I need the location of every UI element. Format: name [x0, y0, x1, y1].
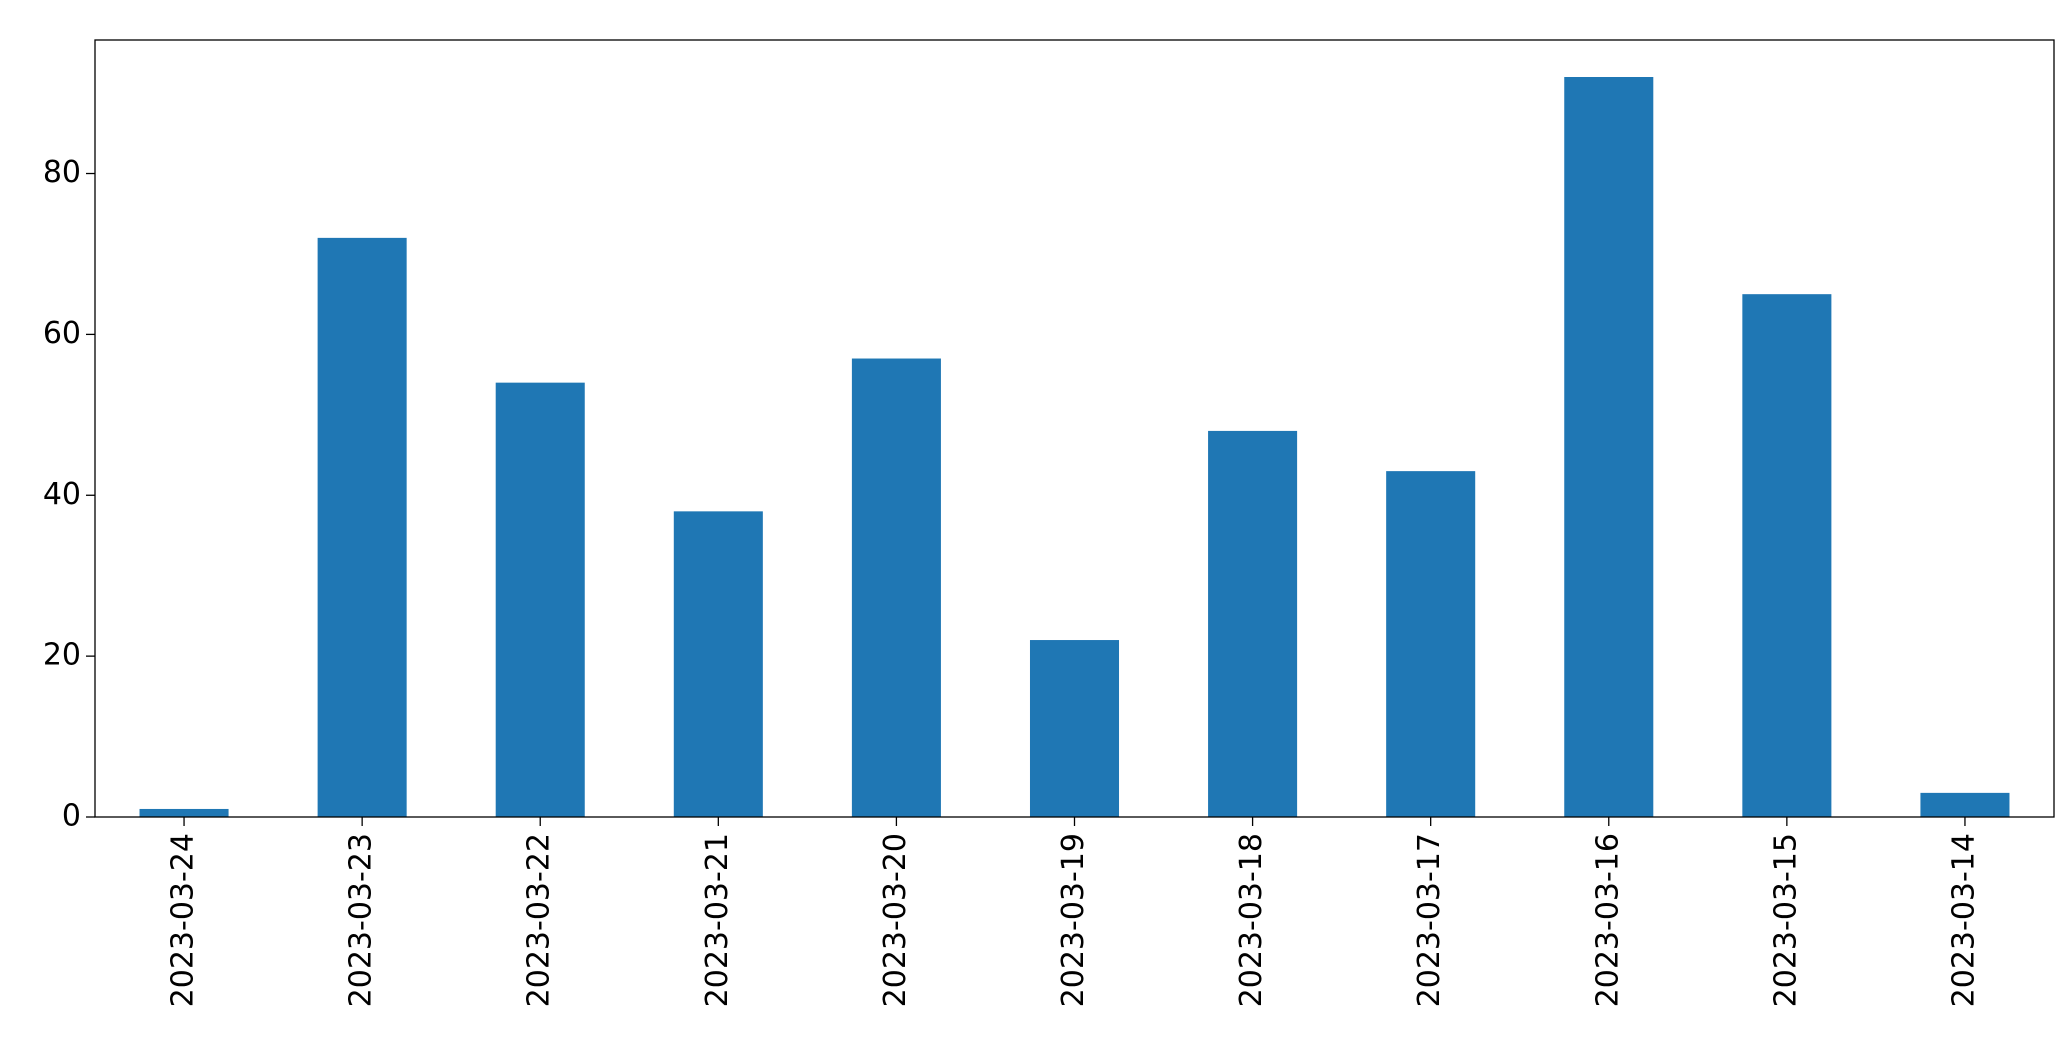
y-tick-label: 40: [43, 477, 81, 512]
bar: [1029, 640, 1120, 817]
x-tick-label: 2023-03-15: [1768, 833, 1803, 1007]
bar: [1208, 430, 1298, 817]
bar: [1920, 792, 2010, 817]
bar: [1742, 294, 1832, 817]
bar: [1386, 471, 1476, 817]
y-tick-label: 20: [43, 638, 81, 673]
bar: [851, 358, 941, 817]
bar: [139, 808, 229, 817]
y-tick-label: 0: [62, 799, 81, 834]
bar: [673, 511, 763, 817]
x-tick-label: 2023-03-23: [344, 833, 379, 1007]
bar: [495, 382, 585, 817]
x-tick-label: 2023-03-22: [522, 833, 557, 1007]
x-tick-label: 2023-03-14: [1946, 833, 1981, 1007]
x-tick-label: 2023-03-21: [700, 833, 735, 1007]
x-tick-label: 2023-03-20: [878, 833, 913, 1007]
x-tick-label: 2023-03-17: [1412, 833, 1447, 1007]
y-tick-label: 60: [43, 316, 81, 351]
bar: [1564, 77, 1654, 817]
x-tick-label: 2023-03-19: [1056, 833, 1091, 1007]
x-tick-label: 2023-03-18: [1234, 833, 1269, 1007]
y-tick-label: 80: [43, 155, 81, 190]
x-tick-label: 2023-03-16: [1590, 833, 1625, 1007]
x-tick-label: 2023-03-24: [166, 833, 201, 1007]
bar: [317, 237, 407, 817]
plot-frame: [94, 39, 2055, 818]
